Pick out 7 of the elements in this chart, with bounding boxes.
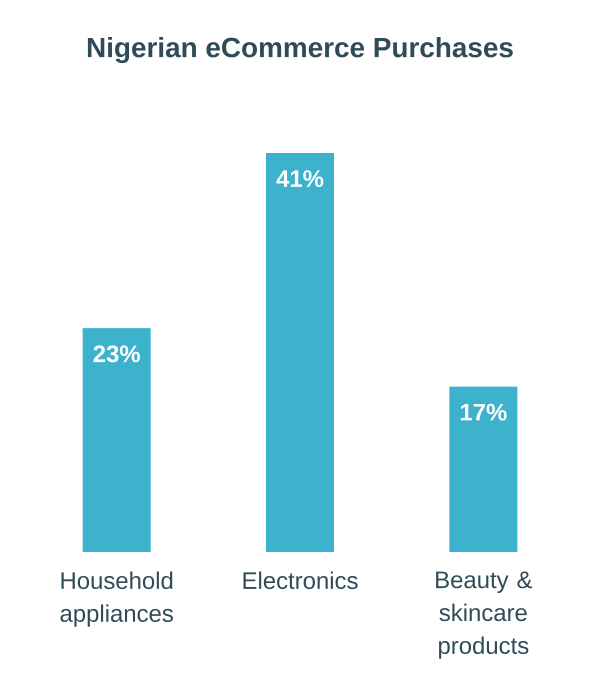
chart-title: Nigerian eCommerce Purchases	[88, 36, 513, 64]
data-label: 17%	[460, 404, 507, 421]
data-label: 41%	[276, 170, 324, 188]
x-tick-label: Beauty & skincare products	[436, 572, 532, 659]
data-label: 23%	[94, 345, 140, 362]
x-tick-label: Electronics	[244, 572, 358, 590]
x-tick-label: Household appliances	[60, 572, 173, 627]
